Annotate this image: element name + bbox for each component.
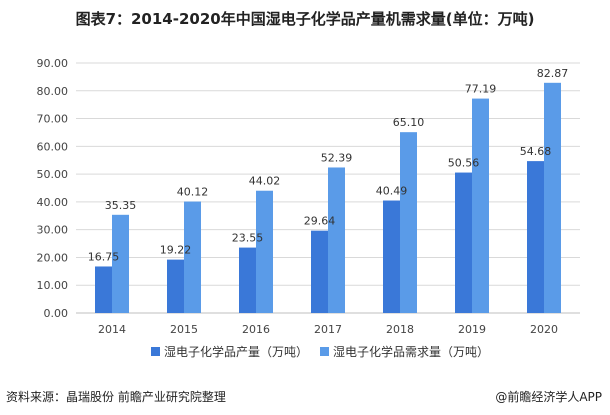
x-tick-label: 2014	[98, 323, 126, 336]
legend-swatch	[151, 347, 160, 356]
bar	[239, 247, 256, 313]
legend-swatch	[320, 347, 329, 356]
chart-title: 图表7：2014-2020年中国湿电子化学品产量机需求量(单位：万吨)	[75, 10, 535, 28]
legend-label: 湿电子化学品产量（万吨）	[164, 344, 308, 359]
bar	[167, 259, 184, 313]
value-label: 77.19	[465, 83, 497, 96]
x-tick-label: 2015	[170, 323, 198, 336]
bar	[472, 98, 489, 313]
value-label: 16.75	[88, 250, 120, 263]
x-tick-label: 2017	[314, 323, 342, 336]
value-label: 40.12	[177, 186, 209, 199]
value-label: 54.68	[520, 145, 552, 158]
bar	[95, 266, 112, 313]
value-label: 52.39	[321, 151, 353, 164]
x-tick-label: 2019	[458, 323, 486, 336]
y-tick-label: 30.00	[37, 224, 69, 237]
value-label: 40.49	[376, 185, 408, 198]
credit-note: @前瞻经济学人APP	[495, 390, 602, 404]
y-axis-ticks: 0.00 10.00 20.00 30.00 40.00 50.00 60.00 70.00 8…	[37, 57, 69, 320]
x-tick-label: 2018	[386, 323, 414, 336]
bar	[256, 190, 273, 313]
y-tick-label: 70.00	[37, 113, 69, 126]
bar	[383, 200, 400, 313]
value-label: 23.55	[232, 232, 264, 245]
x-tick-label: 2020	[530, 323, 558, 336]
bar	[184, 201, 201, 313]
value-label: 29.64	[304, 215, 336, 228]
y-tick-label: 10.00	[37, 279, 69, 292]
x-tick-label: 2016	[242, 323, 270, 336]
y-tick-label: 90.00	[37, 57, 69, 70]
y-tick-label: 80.00	[37, 85, 69, 98]
bar-chart: 0.00 10.00 20.00 30.00 40.00 50.00 60.00 70.00 8…	[37, 57, 580, 359]
value-label: 35.35	[105, 199, 137, 212]
bar	[455, 172, 472, 313]
bar	[544, 82, 561, 313]
legend: 湿电子化学品产量（万吨） 湿电子化学品需求量（万吨）	[151, 344, 489, 359]
bar	[112, 214, 129, 313]
y-tick-label: 40.00	[37, 196, 69, 209]
value-label: 65.10	[393, 116, 425, 129]
bar-series	[95, 82, 561, 313]
value-labels: 16.75 35.35 19.22 40.12 23.55 44.02 29.64 52.39…	[88, 67, 569, 264]
y-tick-label: 60.00	[37, 140, 69, 153]
x-axis-ticks: 2014 2015 2016 2017 2018 2019 2020	[98, 323, 558, 336]
y-tick-label: 20.00	[37, 251, 69, 264]
legend-label: 湿电子化学品需求量（万吨）	[333, 344, 489, 359]
value-label: 50.56	[448, 157, 480, 170]
bar	[328, 167, 345, 313]
source-note: 资料来源：晶瑞股份 前瞻产业研究院整理	[6, 390, 226, 404]
y-tick-label: 50.00	[37, 168, 69, 181]
bar	[400, 132, 417, 313]
bar	[527, 161, 544, 313]
value-label: 82.87	[537, 67, 569, 80]
value-label: 19.22	[160, 244, 192, 257]
y-tick-label: 0.00	[44, 307, 69, 320]
value-label: 44.02	[249, 175, 281, 188]
bar	[311, 230, 328, 313]
